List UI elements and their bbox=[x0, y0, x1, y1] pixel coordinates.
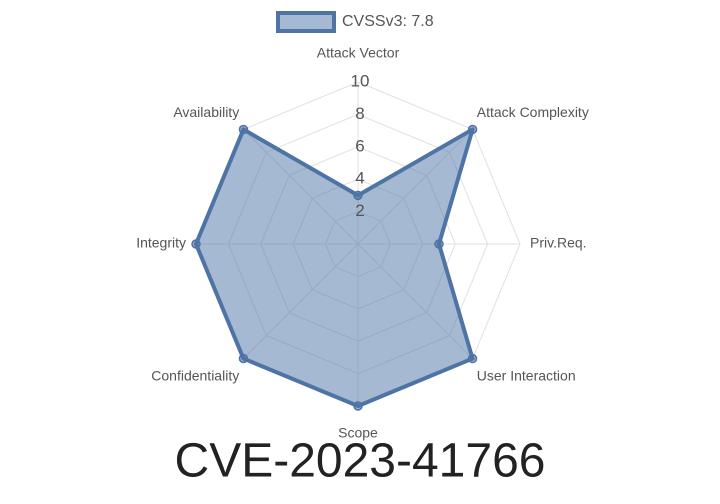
data-point bbox=[238, 124, 249, 135]
axis-label: Scope bbox=[338, 425, 378, 441]
data-point bbox=[434, 239, 444, 249]
axis-label: User Interaction bbox=[477, 367, 576, 383]
axis-label: Availability bbox=[173, 104, 239, 120]
r-tick-label: 6 bbox=[355, 136, 364, 155]
axis-label: Attack Vector bbox=[317, 45, 400, 61]
data-point bbox=[467, 124, 478, 135]
r-tick-label: 4 bbox=[355, 169, 364, 188]
data-point bbox=[238, 353, 249, 364]
chart-title: CVE-2023-41766 bbox=[175, 435, 546, 488]
axis-label: Confidentiality bbox=[151, 367, 239, 383]
axis-label: Attack Complexity bbox=[477, 104, 589, 120]
legend-label: CVSSv3: 7.8 bbox=[342, 13, 434, 30]
series-area bbox=[194, 127, 475, 408]
data-point bbox=[353, 401, 363, 411]
data-point bbox=[467, 353, 478, 364]
legend-swatch bbox=[276, 11, 336, 33]
axis-label: Priv.Req. bbox=[530, 235, 587, 251]
r-tick-label: 10 bbox=[351, 71, 370, 90]
r-tick-label: 8 bbox=[355, 104, 364, 123]
data-point bbox=[353, 190, 363, 201]
r-tick-label: 2 bbox=[355, 201, 364, 220]
axis-label: Integrity bbox=[136, 235, 186, 251]
data-point bbox=[191, 239, 201, 249]
